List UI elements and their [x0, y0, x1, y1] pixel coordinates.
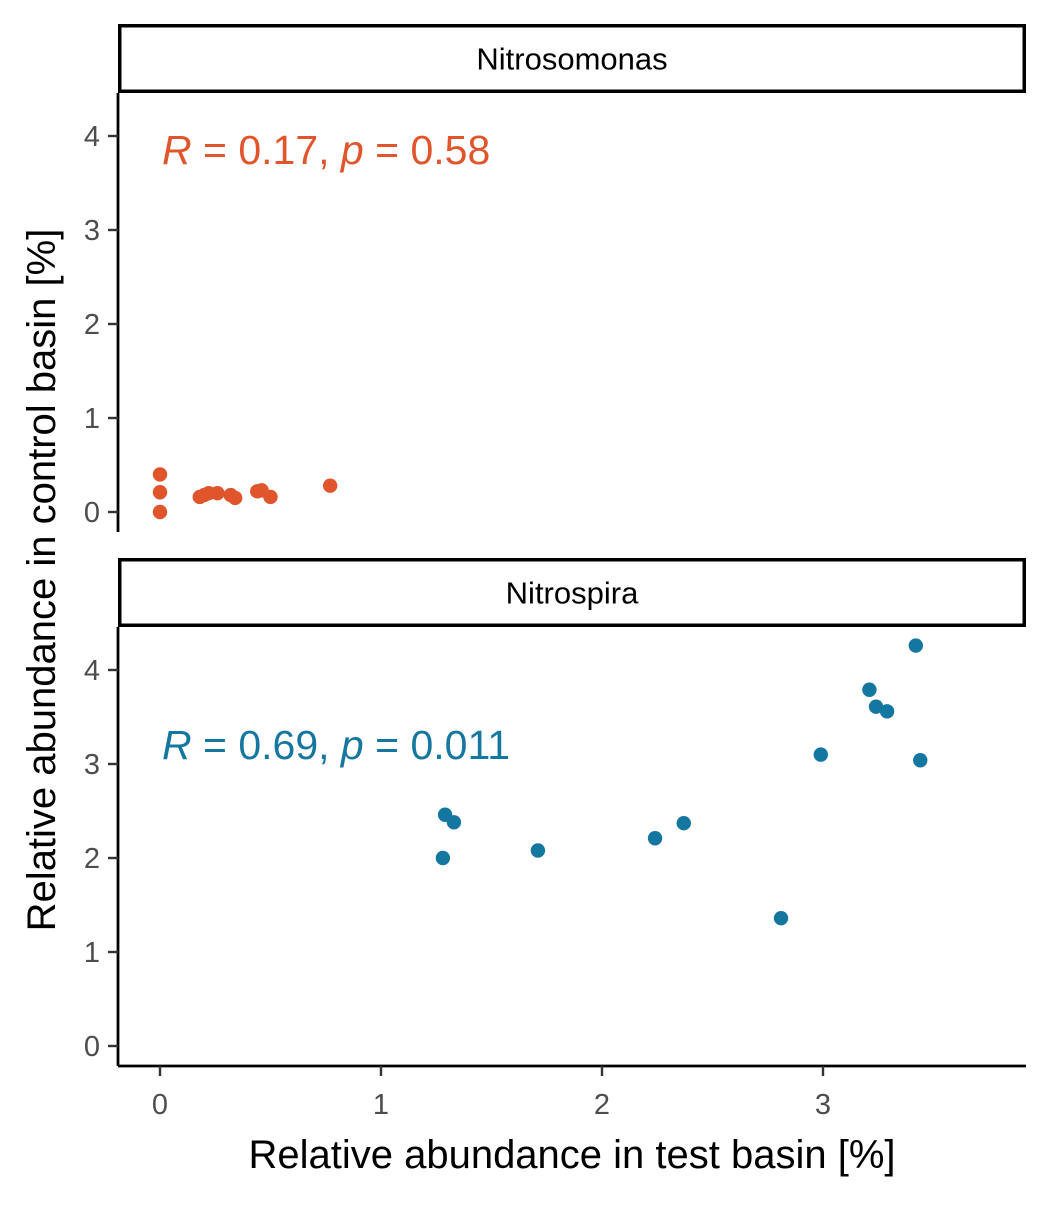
data-point: [152, 485, 168, 500]
x-axis-title: Relative abundance in test basin [%]: [248, 1133, 895, 1177]
stat-symbol: p: [339, 127, 364, 173]
correlation-annotation: R = 0.69, p = 0.011: [162, 722, 510, 768]
y-tick-label: 3: [84, 749, 100, 781]
facet-strip: [118, 24, 1026, 93]
data-point: [152, 504, 168, 520]
data-point: [647, 831, 663, 846]
data-point: [862, 682, 877, 697]
y-tick-label: 0: [84, 497, 100, 529]
y-tick-label: 1: [84, 403, 100, 435]
data-point: [773, 910, 789, 926]
data-point: [227, 490, 243, 506]
data-point: [322, 478, 338, 493]
data-point: [435, 850, 451, 866]
stat-value: = 0.69,: [192, 722, 341, 768]
data-point: [263, 489, 278, 505]
x-tick-label: 0: [152, 1089, 168, 1121]
y-axis-title: Relative abundance in control basin [%]: [20, 229, 64, 932]
y-tick-label: 0: [84, 1031, 100, 1063]
data-point: [868, 699, 884, 714]
y-tick-label: 4: [84, 121, 100, 153]
y-tick-label: 2: [84, 309, 100, 341]
stat-symbol: R: [162, 722, 192, 768]
data-point: [530, 843, 546, 858]
x-tick-label: 1: [373, 1089, 389, 1121]
y-tick-label: 1: [84, 937, 100, 969]
data-point: [879, 704, 895, 719]
stat-value: = 0.17,: [192, 127, 341, 173]
facet-strip-label: Nitrospira: [506, 576, 639, 611]
y-tick-label: 4: [84, 655, 100, 687]
data-point: [908, 638, 924, 653]
y-tick-label: 2: [84, 843, 100, 875]
y-tick-label: 3: [84, 215, 100, 247]
facet-strip-label: Nitrosomonas: [476, 42, 667, 77]
data-point: [913, 753, 928, 768]
data-point: [210, 486, 225, 501]
stat-value: = 0.58: [364, 127, 491, 173]
correlation-annotation: R = 0.17, p = 0.58: [162, 127, 490, 173]
stat-value: = 0.011: [364, 722, 510, 768]
stat-symbol: p: [339, 722, 364, 768]
facet-strip: [118, 558, 1026, 627]
data-point: [152, 467, 168, 482]
panel-1: Nitrospira 0 1 2 3 4 0 1 2 3 R = 0.69, p = 0.011: [84, 558, 1026, 1121]
data-point: [446, 815, 462, 830]
data-point: [676, 816, 691, 831]
data-point: [813, 747, 828, 762]
x-tick-label: 2: [594, 1089, 610, 1121]
panel-0: Nitrosomonas 0 1 2 3 4 R = 0.17, p = 0.58: [84, 24, 1026, 532]
stat-symbol: R: [162, 127, 192, 173]
x-tick-label: 3: [815, 1089, 831, 1121]
